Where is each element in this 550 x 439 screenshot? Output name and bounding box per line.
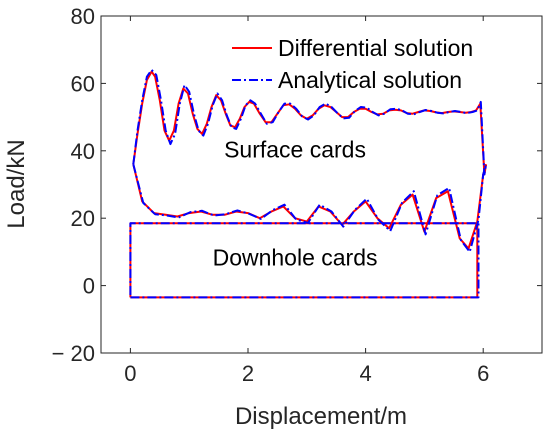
analytical-surface-upper-line bbox=[132, 68, 488, 176]
series-layer bbox=[129, 68, 488, 299]
y-tick-label: − 20 bbox=[52, 341, 95, 366]
legend-label: Analytical solution bbox=[278, 67, 462, 93]
annotation-text: Surface cards bbox=[224, 137, 366, 163]
legend-label: Differential solution bbox=[278, 35, 473, 61]
y-tick-label: 20 bbox=[71, 206, 95, 231]
y-tick-label: 40 bbox=[71, 139, 95, 164]
x-tick-label: 2 bbox=[242, 361, 254, 386]
x-tick-label: 0 bbox=[124, 361, 136, 386]
annotation-text: Downhole cards bbox=[213, 244, 378, 270]
analytical-surface-lower-line bbox=[132, 164, 488, 253]
x-tick-label: 4 bbox=[359, 361, 371, 386]
legend: Differential solution Analytical solution bbox=[232, 35, 473, 93]
x-axis-label: Displacement/m bbox=[235, 403, 407, 430]
y-tick-label: 60 bbox=[71, 71, 95, 96]
axis-layer: 0 2 4 6 − 20 0 20 40 60 80 bbox=[52, 4, 542, 386]
y-axis-label: Load/kN bbox=[3, 139, 30, 228]
annotation-layer: Surface cards Downhole cards bbox=[213, 137, 378, 271]
x-tick-label: 6 bbox=[477, 361, 489, 386]
y-tick-label: 0 bbox=[83, 274, 95, 299]
analytical-downhole-line bbox=[129, 222, 480, 299]
y-tick-label: 80 bbox=[71, 4, 95, 29]
